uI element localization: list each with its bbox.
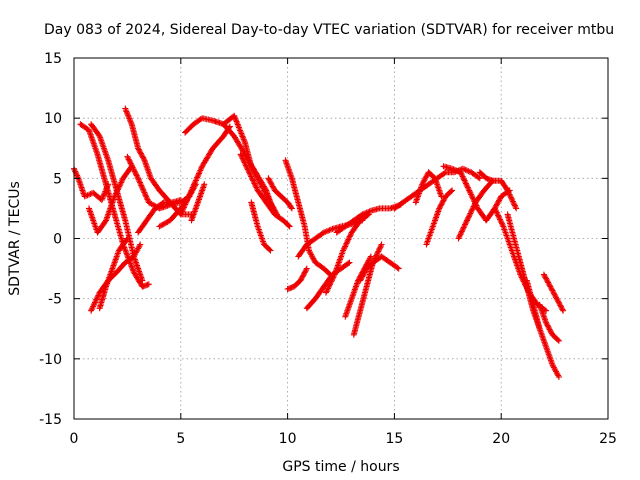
series-markers	[220, 112, 280, 218]
series-markers	[523, 277, 562, 380]
series-arc-9	[135, 197, 184, 236]
y-tick-label: 10	[44, 111, 62, 127]
series-arc-22	[323, 211, 372, 296]
series-arc-23	[333, 201, 404, 236]
series-arc-37	[540, 271, 567, 314]
axes-ticks: 0 5 10 15 20 25 -15 -10 -5 0 5 10 15	[39, 51, 617, 447]
series-arc-28	[412, 169, 445, 206]
series-markers	[77, 121, 152, 290]
series-markers	[423, 187, 456, 248]
series-markers	[540, 271, 567, 314]
series-markers	[86, 163, 135, 236]
series-arc-25	[357, 253, 402, 284]
series-markers	[135, 197, 184, 236]
series-arc-35	[523, 277, 562, 380]
series-markers	[333, 201, 404, 236]
x-tick-label: 20	[492, 431, 510, 447]
series-arc-18	[282, 157, 334, 278]
series-markers	[96, 235, 131, 312]
series-arc-29	[423, 187, 456, 248]
chart-title: Day 083 of 2024, Sidereal Day-to-day VTE…	[44, 22, 614, 38]
series-arc-36	[536, 301, 562, 344]
y-tick-label: 15	[44, 51, 62, 67]
x-tick-label: 0	[70, 431, 79, 447]
series-markers	[282, 157, 334, 278]
series-markers	[412, 169, 445, 206]
series-arc-17	[265, 175, 295, 212]
series-arc-4	[86, 163, 135, 236]
series-arc-16	[248, 199, 274, 254]
series-markers	[284, 265, 310, 292]
series-arc-14	[220, 112, 280, 218]
series-markers	[177, 123, 233, 218]
x-axis-label: GPS time / hours	[282, 459, 399, 475]
series-arc-15	[237, 151, 293, 230]
series-arc-12	[177, 123, 233, 218]
x-tick-label: 15	[385, 431, 403, 447]
series-arc-19	[284, 265, 310, 292]
series-arc-6	[96, 235, 131, 312]
series-markers	[350, 241, 385, 338]
grid-lines	[74, 58, 608, 419]
series-arc-13	[188, 181, 208, 224]
y-tick-label: 0	[53, 232, 62, 248]
y-tick-label: -15	[39, 412, 62, 428]
series-markers	[476, 169, 520, 212]
series-markers	[237, 151, 293, 230]
y-tick-label: -5	[48, 292, 62, 308]
series-markers	[248, 199, 274, 254]
y-axis-label: SDTVAR / TECUs	[7, 181, 23, 296]
x-tick-label: 25	[599, 431, 617, 447]
x-tick-label: 10	[279, 431, 297, 447]
y-tick-label: -10	[39, 352, 62, 368]
series-markers	[536, 301, 562, 344]
series-arc-2	[77, 121, 152, 290]
series-markers	[265, 175, 295, 212]
series-arc-31	[455, 177, 496, 242]
x-tick-label: 5	[176, 431, 185, 447]
series-arc-26	[350, 241, 385, 338]
series-markers	[455, 177, 496, 242]
series-arc-32	[476, 169, 520, 212]
y-tick-label: 5	[53, 171, 62, 187]
series-markers	[323, 211, 372, 296]
series-markers	[188, 181, 208, 224]
series-markers	[357, 253, 402, 284]
data-series	[71, 105, 567, 380]
